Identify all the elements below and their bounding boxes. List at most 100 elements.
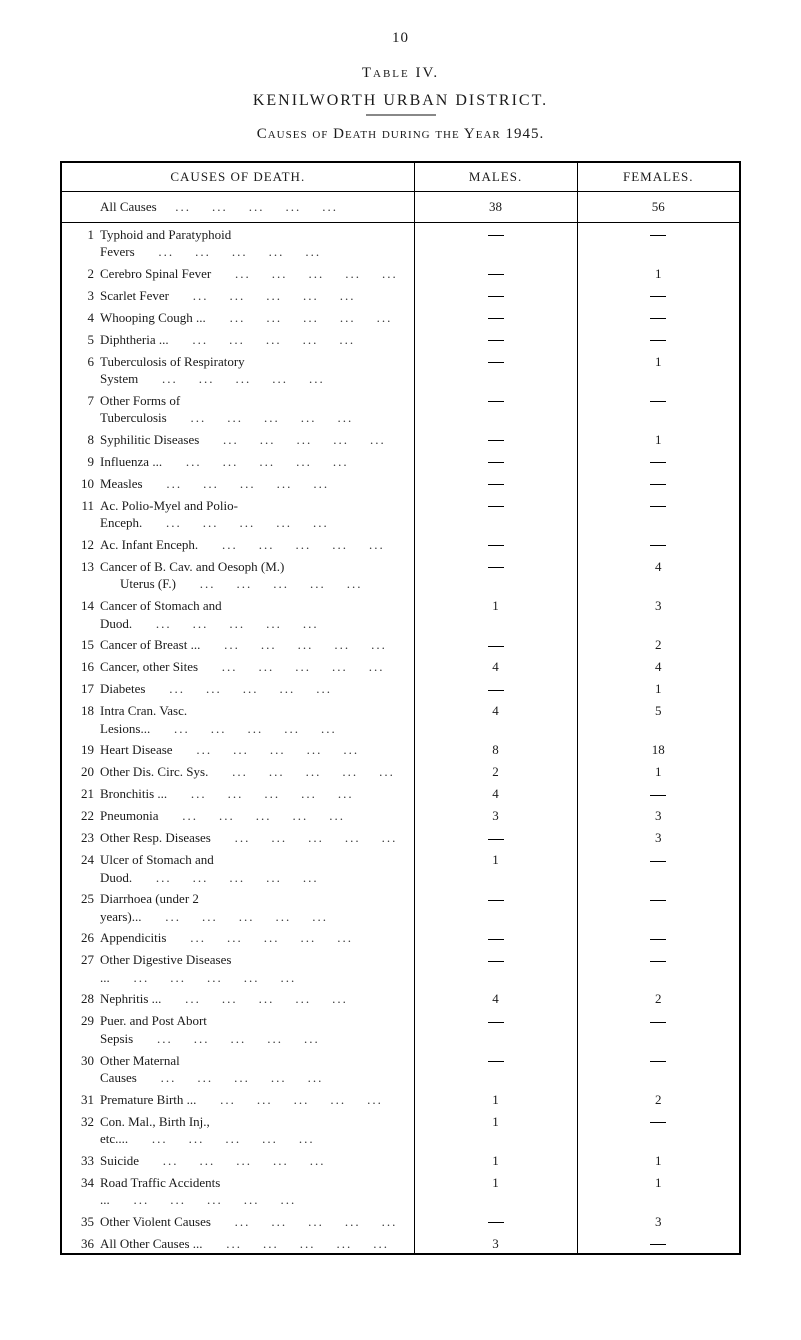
cause-cell: 19Heart Disease	[61, 738, 414, 760]
row-label: Other Dis. Circ. Sys.	[100, 763, 406, 781]
row-number: 30	[70, 1052, 94, 1070]
table-row: 22Pneumonia33	[61, 804, 740, 826]
row-label: Heart Disease	[100, 741, 406, 759]
males-value	[414, 494, 577, 533]
females-value: 1	[577, 760, 740, 782]
em-dash	[488, 401, 504, 402]
em-dash	[488, 839, 504, 840]
em-dash	[488, 274, 504, 275]
table-row: 27Other Digestive Diseases ...	[61, 948, 740, 987]
em-dash	[488, 440, 504, 441]
totals-label: All Causes	[100, 198, 338, 216]
females-value: 1	[577, 350, 740, 389]
em-dash	[650, 961, 666, 962]
females-value: 2	[577, 987, 740, 1009]
cause-cell: 8Syphilitic Diseases	[61, 428, 414, 450]
males-value: 1	[414, 1088, 577, 1110]
cause-cell: 20Other Dis. Circ. Sys.	[61, 760, 414, 782]
row-number: 11	[70, 497, 94, 515]
row-number: 29	[70, 1012, 94, 1030]
cause-cell: 33Suicide	[61, 1149, 414, 1171]
em-dash	[488, 318, 504, 319]
em-dash	[488, 506, 504, 507]
table-row: 36All Other Causes ...3	[61, 1232, 740, 1255]
cause-cell: 12Ac. Infant Enceph.	[61, 533, 414, 555]
table-row: 35Other Violent Causes3	[61, 1210, 740, 1232]
females-value: 3	[577, 594, 740, 633]
em-dash	[488, 567, 504, 568]
females-value	[577, 306, 740, 328]
males-value: 4	[414, 655, 577, 677]
males-value	[414, 677, 577, 699]
females-value	[577, 1110, 740, 1149]
cause-cell: 24Ulcer of Stomach and Duod.	[61, 848, 414, 887]
cause-cell: 16Cancer, other Sites	[61, 655, 414, 677]
cause-cell: 36All Other Causes ...	[61, 1232, 414, 1255]
em-dash	[650, 545, 666, 546]
em-dash	[488, 1222, 504, 1223]
table-row: 31Premature Birth ...12	[61, 1088, 740, 1110]
cause-cell: 30 Other Maternal Causes	[61, 1049, 414, 1088]
females-value	[577, 1049, 740, 1088]
table-row: 33Suicide11	[61, 1149, 740, 1171]
row-number: 1	[70, 226, 94, 244]
row-number: 34	[70, 1174, 94, 1192]
females-value	[577, 926, 740, 948]
em-dash	[488, 900, 504, 901]
cause-cell: 7Other Forms of Tuberculosis	[61, 389, 414, 428]
females-value: 1	[577, 677, 740, 699]
row-label: Influenza ...	[100, 453, 406, 471]
row-number: 35	[70, 1213, 94, 1231]
males-value: 1	[414, 1149, 577, 1171]
cause-cell: 22Pneumonia	[61, 804, 414, 826]
females-value: 3	[577, 826, 740, 848]
cause-cell: 9Influenza ...	[61, 450, 414, 472]
cause-cell: 2Cerebro Spinal Fever	[61, 262, 414, 284]
females-value: 5	[577, 699, 740, 738]
row-number: 4	[70, 309, 94, 327]
females-value	[577, 948, 740, 987]
em-dash	[488, 646, 504, 647]
cause-cell: 27Other Digestive Diseases ...	[61, 948, 414, 987]
table-row: 20Other Dis. Circ. Sys.21	[61, 760, 740, 782]
females-value	[577, 533, 740, 555]
em-dash	[488, 296, 504, 297]
cause-cell: 4Whooping Cough ...	[61, 306, 414, 328]
row-number: 6	[70, 353, 94, 371]
row-number: 36	[70, 1235, 94, 1253]
row-label: Cancer, other Sites	[100, 658, 406, 676]
females-value: 2	[577, 633, 740, 655]
row-label: Other Digestive Diseases ...	[100, 951, 406, 986]
cause-cell: 26Appendicitis	[61, 926, 414, 948]
males-value: 1	[414, 594, 577, 633]
males-value: 4	[414, 782, 577, 804]
table-row: 24Ulcer of Stomach and Duod.1	[61, 848, 740, 887]
males-value: 3	[414, 804, 577, 826]
row-number: 12	[70, 536, 94, 554]
table-row: 15Cancer of Breast ...2	[61, 633, 740, 655]
header-males: MALES.	[414, 162, 577, 192]
totals-label-cell: All Causes	[61, 192, 414, 223]
row-label: Measles	[100, 475, 406, 493]
em-dash	[650, 900, 666, 901]
females-value: 4	[577, 655, 740, 677]
cause-cell: 34Road Traffic Accidents ...	[61, 1171, 414, 1210]
district-title: KENILWORTH URBAN DISTRICT.	[60, 92, 741, 110]
row-label: Cancer of B. Cav. and Oesoph (M.)	[100, 558, 406, 576]
males-value	[414, 306, 577, 328]
row-label: Diphtheria ...	[100, 331, 406, 349]
table-row: 32Con. Mal., Birth Inj., etc....1	[61, 1110, 740, 1149]
males-value	[414, 1009, 577, 1048]
em-dash	[650, 1122, 666, 1123]
table-row: 8Syphilitic Diseases1	[61, 428, 740, 450]
table-row: 5Diphtheria ...	[61, 328, 740, 350]
row-number: 17	[70, 680, 94, 698]
cause-cell: 10Measles	[61, 472, 414, 494]
em-dash	[488, 340, 504, 341]
males-value: 1	[414, 848, 577, 887]
em-dash	[488, 690, 504, 691]
row-number: 2	[70, 265, 94, 283]
em-dash	[650, 318, 666, 319]
row-label: Other Maternal Causes	[100, 1052, 406, 1087]
males-value: 4	[414, 699, 577, 738]
